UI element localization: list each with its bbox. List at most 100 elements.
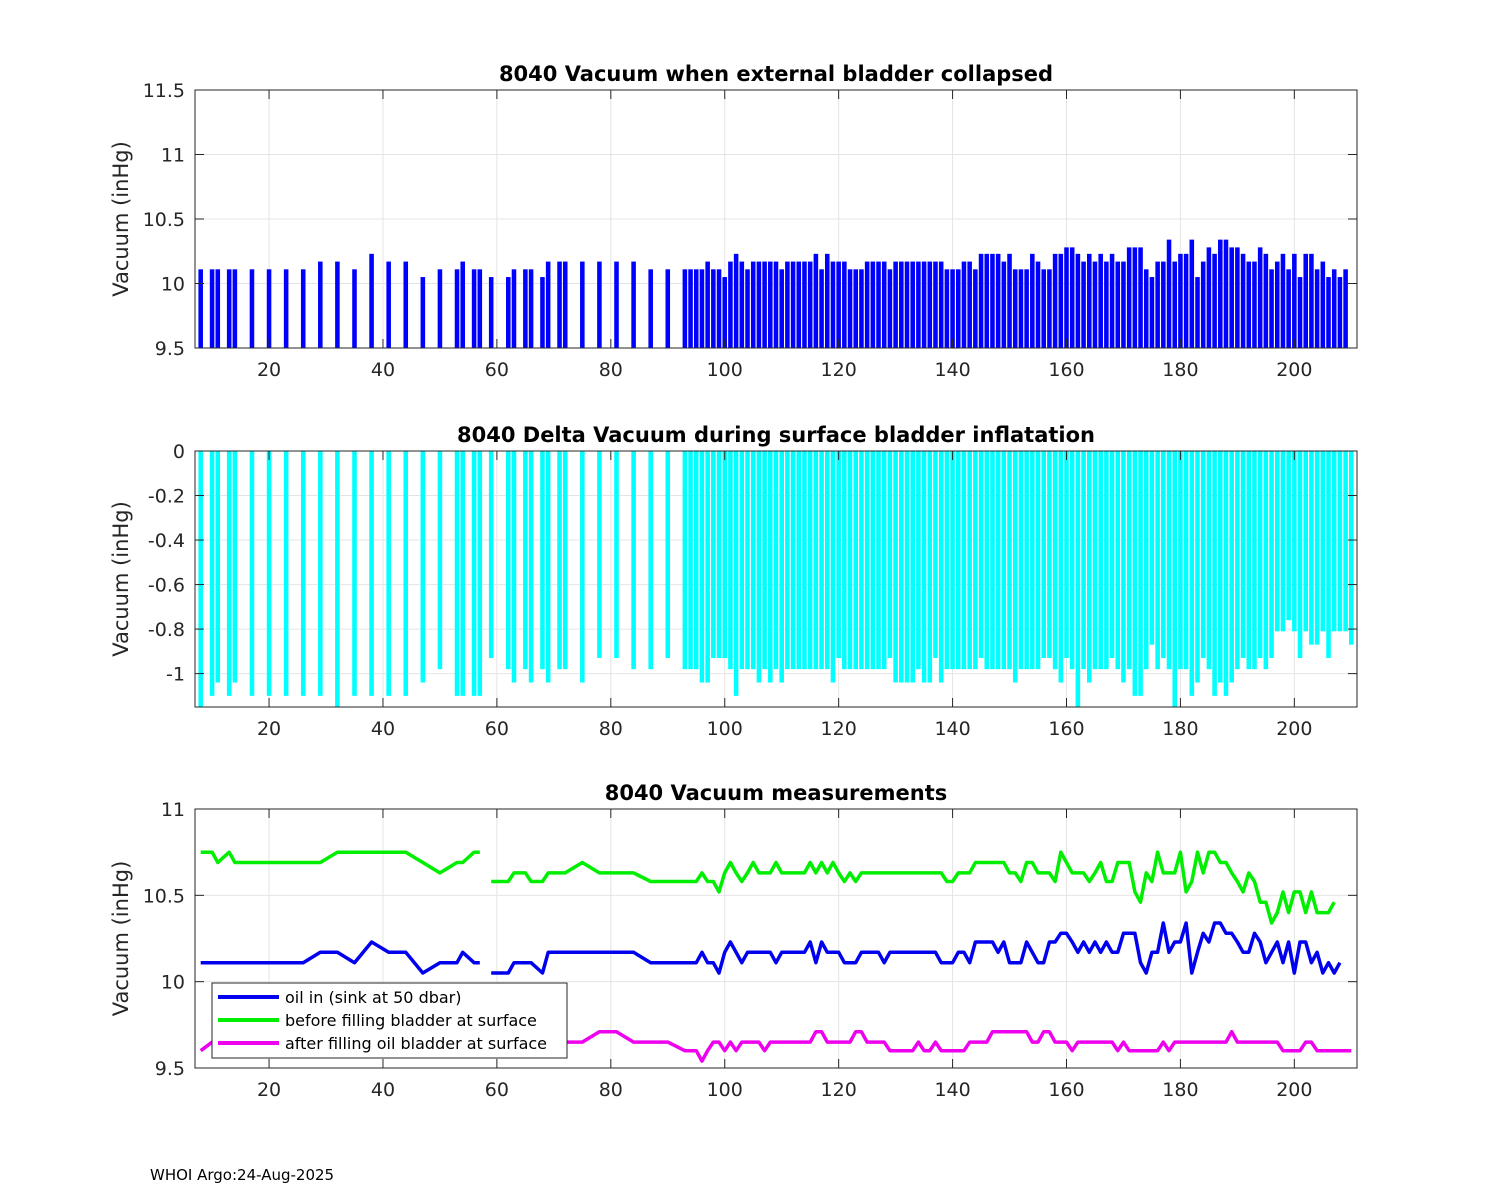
- bar: [733, 253, 739, 348]
- bar: [1326, 277, 1331, 348]
- bar: [335, 261, 340, 348]
- bar: [916, 451, 921, 670]
- bar: [1189, 451, 1195, 696]
- bar: [830, 451, 836, 683]
- legend-label: before filling bladder at surface: [285, 1011, 537, 1030]
- bar: [768, 451, 773, 683]
- bar: [1087, 253, 1092, 348]
- bar: [1149, 277, 1155, 348]
- bar: [198, 451, 203, 707]
- bar: [420, 451, 426, 683]
- bar: [899, 261, 904, 348]
- x-tick-label: 160: [1048, 718, 1084, 740]
- bar: [1035, 261, 1041, 348]
- bar: [728, 451, 733, 670]
- bar: [973, 451, 978, 670]
- legend: oil in (sink at 50 dbar) before filling b…: [211, 982, 568, 1059]
- bar: [540, 451, 545, 670]
- bar: [209, 451, 215, 696]
- bar: [471, 269, 477, 348]
- bar: [705, 261, 710, 348]
- bar: [597, 261, 602, 348]
- bar: [904, 451, 910, 683]
- bar: [1012, 269, 1018, 348]
- bar: [750, 451, 756, 670]
- chart-title: 8040 Vacuum when external bladder collap…: [499, 62, 1053, 86]
- x-tick-label: 20: [257, 1079, 281, 1101]
- x-tick-label: 80: [599, 359, 623, 381]
- x-tick-label: 120: [821, 718, 857, 740]
- bar: [790, 451, 796, 670]
- bar: [802, 451, 807, 670]
- bar: [859, 269, 864, 348]
- bar: [990, 253, 995, 348]
- y-tick-label: 10: [161, 274, 185, 296]
- bar: [471, 451, 477, 696]
- bar: [557, 261, 562, 348]
- bar: [864, 451, 870, 670]
- bar: [1257, 451, 1263, 659]
- bar: [1223, 451, 1229, 696]
- bar: [688, 451, 693, 670]
- bar: [1246, 261, 1252, 348]
- bar: [1132, 247, 1138, 348]
- bar: [1098, 253, 1103, 348]
- y-tick-label: -0.2: [148, 486, 185, 508]
- y-axis-label: Vacuum (inHg): [109, 141, 133, 297]
- bar: [1092, 451, 1098, 670]
- bar: [950, 451, 955, 670]
- bar: [756, 451, 762, 683]
- bar: [1098, 451, 1103, 670]
- bar: [1161, 261, 1166, 348]
- bar: [318, 451, 323, 696]
- bar: [1092, 261, 1098, 348]
- bar: [921, 451, 927, 683]
- bar: [1143, 269, 1149, 348]
- x-tick-label: 40: [371, 718, 395, 740]
- bar: [1172, 451, 1178, 707]
- y-tick-label: 11: [161, 799, 185, 821]
- bar: [916, 261, 921, 348]
- bar: [528, 269, 534, 348]
- bar: [1109, 451, 1115, 659]
- y-tick-label: 0: [173, 441, 185, 463]
- bar: [557, 451, 562, 670]
- bar: [1183, 451, 1189, 670]
- bar: [335, 451, 340, 707]
- y-tick-label: 9.5: [155, 1058, 185, 1080]
- bar: [1075, 451, 1081, 707]
- series-line-1: [491, 921, 1342, 975]
- x-tick-label: 200: [1276, 1079, 1312, 1101]
- bar: [562, 451, 568, 670]
- bar: [1240, 253, 1246, 348]
- x-tick-label: 100: [707, 1079, 743, 1101]
- bar: [984, 253, 990, 348]
- bar: [967, 261, 972, 348]
- bar: [842, 261, 847, 348]
- x-tick-label: 100: [707, 718, 743, 740]
- bar: [1240, 451, 1246, 659]
- bar: [728, 261, 733, 348]
- legend-label: after filling oil bladder at surface: [285, 1034, 547, 1053]
- bar: [1172, 261, 1178, 348]
- bar: [1052, 253, 1058, 348]
- bar: [1178, 451, 1183, 670]
- bar: [580, 451, 585, 683]
- bar: [1349, 451, 1354, 645]
- x-tick-label: 200: [1276, 718, 1312, 740]
- bar: [249, 451, 255, 696]
- bar: [1018, 451, 1024, 670]
- bar: [1297, 277, 1303, 348]
- y-tick-label: 10.5: [143, 885, 185, 907]
- bar: [796, 451, 802, 670]
- bar: [1041, 269, 1046, 348]
- bar: [1206, 451, 1212, 670]
- bar: [739, 451, 745, 670]
- bar: [1121, 261, 1126, 348]
- bar: [1195, 451, 1200, 683]
- bar: [785, 451, 790, 670]
- bar: [933, 261, 938, 348]
- bar: [1286, 269, 1291, 348]
- bar: [756, 261, 762, 348]
- bar: [631, 451, 636, 670]
